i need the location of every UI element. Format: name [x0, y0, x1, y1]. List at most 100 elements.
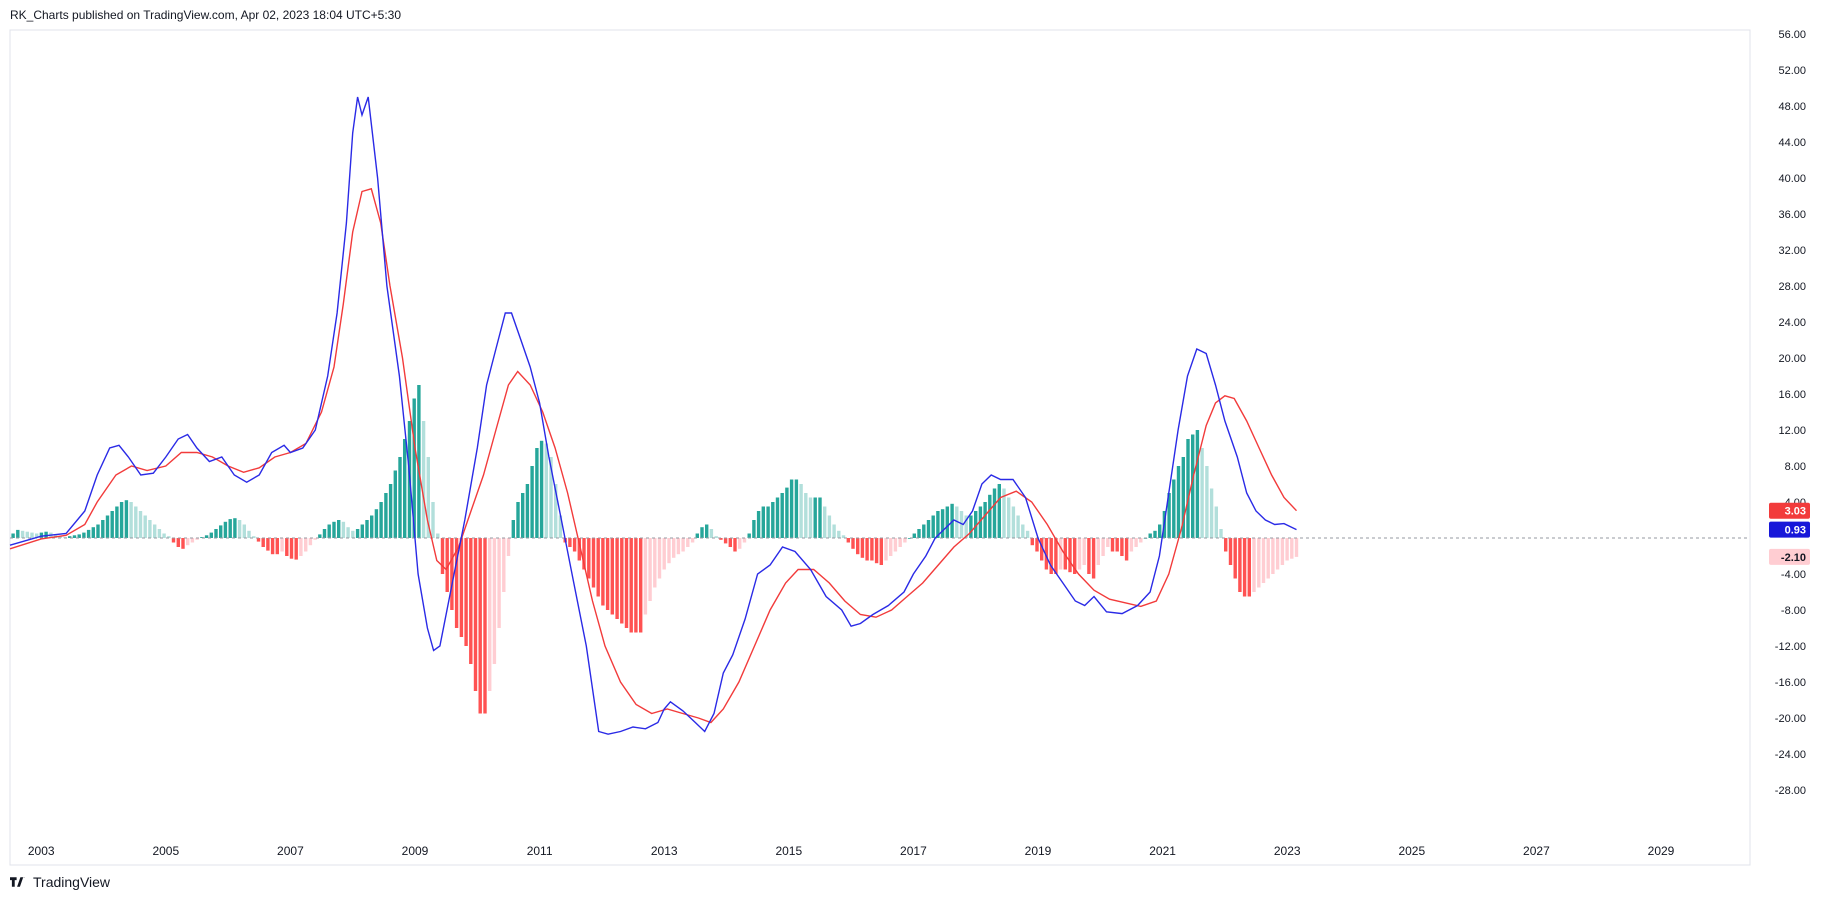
- histogram-bar: [978, 506, 983, 538]
- histogram-bar: [530, 466, 534, 538]
- histogram-bar: [1238, 538, 1242, 592]
- histogram-bar: [931, 515, 935, 538]
- histogram-bar: [1044, 538, 1049, 570]
- histogram-bar: [374, 509, 379, 538]
- histogram-bar: [648, 538, 652, 601]
- histogram-bars: [11, 385, 1299, 714]
- histogram-bar: [1181, 457, 1185, 538]
- histogram-bar: [237, 520, 242, 538]
- histogram-bar: [964, 515, 968, 538]
- histogram-bar: [676, 538, 681, 555]
- y-tick-label: 12.00: [1778, 425, 1806, 437]
- histogram-bar: [252, 536, 256, 538]
- histogram-bar: [1087, 538, 1091, 574]
- x-tick-label: 2005: [152, 844, 179, 858]
- histogram-bar: [341, 521, 346, 538]
- histogram-bar: [959, 511, 964, 538]
- histogram-bar: [860, 538, 865, 558]
- histogram-bar: [690, 538, 695, 543]
- tradingview-footer[interactable]: TradingView: [10, 874, 110, 890]
- histogram-bar: [700, 527, 704, 538]
- histogram-bar: [171, 538, 176, 543]
- histogram-bar: [242, 524, 246, 538]
- histogram-bar: [549, 457, 553, 538]
- histogram-bar: [525, 484, 530, 538]
- histogram-bar: [233, 518, 237, 538]
- histogram-bar: [275, 538, 279, 555]
- histogram-bar: [129, 502, 133, 538]
- histogram-bar: [653, 538, 657, 588]
- histogram-bar: [488, 538, 492, 691]
- histogram-bar: [912, 533, 916, 538]
- histogram-bar: [1153, 530, 1157, 538]
- histogram-bar: [266, 538, 270, 551]
- histogram-bar: [153, 524, 157, 538]
- histogram-bar: [761, 506, 765, 538]
- histogram-bar: [119, 502, 124, 538]
- y-tick-label: 36.00: [1778, 209, 1806, 221]
- histogram-bar: [823, 506, 827, 538]
- histogram-bar: [176, 538, 180, 547]
- histogram-bar: [1158, 524, 1162, 538]
- histogram-bar: [134, 506, 138, 538]
- histogram-bar: [955, 506, 959, 538]
- histogram-bar: [893, 538, 898, 552]
- histogram-bar: [393, 470, 397, 538]
- histogram-bar: [25, 531, 29, 538]
- histogram-bar: [620, 538, 624, 624]
- histogram-bar: [582, 538, 586, 570]
- y-tick-label: 32.00: [1778, 245, 1806, 257]
- histogram-bar: [841, 535, 846, 538]
- histogram-bar: [322, 529, 327, 538]
- histogram-bar: [539, 440, 544, 538]
- histogram-bar: [436, 533, 440, 538]
- histogram-bar: [332, 521, 336, 538]
- histogram-bar: [723, 538, 728, 544]
- price-tag-bg: [1769, 502, 1810, 519]
- histogram-bar: [596, 538, 600, 597]
- histogram-bar: [181, 538, 185, 549]
- histogram-bar: [1101, 538, 1105, 556]
- price-tag: 3.03: [1769, 502, 1810, 519]
- histogram-bar: [214, 529, 218, 538]
- histogram-bar: [940, 509, 945, 538]
- histogram-bar: [936, 511, 940, 538]
- histogram-bar: [799, 484, 803, 538]
- histogram-bar: [610, 538, 614, 615]
- histogram-bar: [775, 497, 780, 538]
- histogram-bar: [874, 538, 879, 564]
- histogram-bar: [742, 538, 747, 543]
- publisher-text: RK_Charts published on TradingView.com, …: [10, 8, 402, 22]
- histogram-bar: [1016, 515, 1020, 538]
- histogram-bar: [162, 533, 166, 538]
- histogram-bar: [818, 497, 822, 538]
- histogram-bar: [1068, 538, 1072, 573]
- price-tags: 3.03 0.93 -2.10: [1769, 502, 1810, 565]
- histogram-bar: [1011, 506, 1016, 538]
- histogram-bar: [1195, 430, 1200, 538]
- histogram-bar: [1275, 538, 1280, 570]
- histogram-bar: [223, 521, 228, 538]
- histogram-bar: [167, 536, 171, 538]
- histogram-bar: [1139, 538, 1143, 543]
- histogram-bar: [1120, 538, 1124, 556]
- histogram-bar: [780, 493, 784, 538]
- histogram-bar: [634, 538, 638, 633]
- histogram-bar: [1148, 533, 1152, 538]
- y-tick-label: -12.00: [1775, 641, 1806, 653]
- histogram-bar: [657, 538, 662, 579]
- histogram-bar: [365, 520, 369, 538]
- histogram-bar: [1219, 529, 1223, 538]
- histogram-bar: [1280, 538, 1285, 565]
- histogram-bar: [384, 493, 388, 538]
- histogram-bar: [370, 515, 374, 538]
- histogram-bar: [794, 479, 799, 538]
- histogram-bar: [1106, 538, 1110, 547]
- histogram-bar: [709, 529, 714, 538]
- histogram-bar: [587, 538, 591, 579]
- histogram-bar: [643, 538, 648, 615]
- price-axis: 56.00 52.00 48.00 44.00 40.00 36.00 32.00 28.00…: [1775, 29, 1806, 797]
- histogram-bar: [511, 520, 515, 538]
